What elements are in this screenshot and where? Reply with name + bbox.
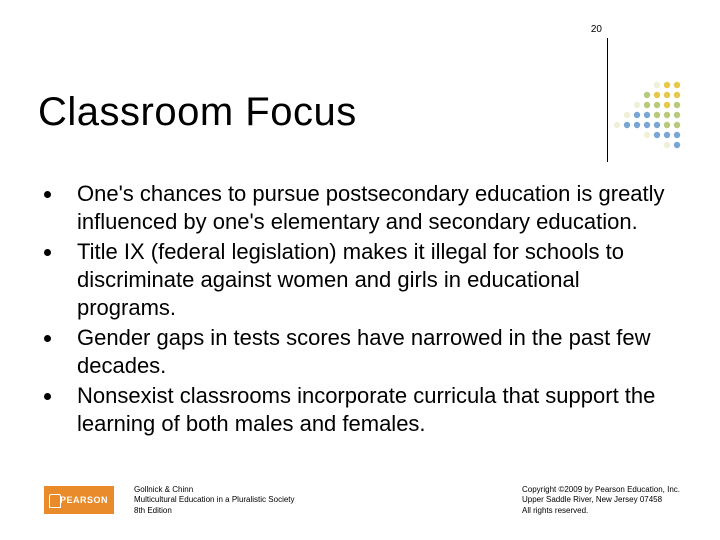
bullet-icon [44,191,51,198]
footer-copyright: Copyright ©2009 by Pearson Education, In… [522,485,680,516]
title-divider [607,38,608,162]
page-number: 20 [591,24,602,35]
copyright-address: Upper Saddle River, New Jersey 07458 [522,495,680,505]
book-edition: 8th Edition [134,506,295,516]
footer-book-info: Gollnick & Chinn Multicultural Education… [134,485,295,516]
corner-dots-decoration [612,80,686,154]
bullet-icon [44,249,51,256]
bullet-text: Gender gaps in tests scores have narrowe… [77,324,680,380]
list-item: Nonsexist classrooms incorporate curricu… [44,382,680,438]
slide-title: Classroom Focus [38,90,357,135]
book-title: Multicultural Education in a Pluralistic… [134,495,295,505]
footer-left: PEARSON Gollnick & Chinn Multicultural E… [44,485,295,516]
list-item: Title IX (federal legislation) makes it … [44,238,680,322]
bullet-text: Title IX (federal legislation) makes it … [77,238,680,322]
copyright-line: Copyright ©2009 by Pearson Education, In… [522,485,680,495]
book-authors: Gollnick & Chinn [134,485,295,495]
bullet-list: One's chances to pursue postsecondary ed… [44,180,680,437]
bullet-text: One's chances to pursue postsecondary ed… [77,180,680,236]
pearson-logo-text: PEARSON [60,495,108,505]
bullet-icon [44,393,51,400]
bullet-text: Nonsexist classrooms incorporate curricu… [77,382,680,438]
list-item: One's chances to pursue postsecondary ed… [44,180,680,236]
content-area: One's chances to pursue postsecondary ed… [44,180,680,439]
pearson-logo: PEARSON [44,486,114,514]
copyright-rights: All rights reserved. [522,506,680,516]
footer: PEARSON Gollnick & Chinn Multicultural E… [44,485,680,516]
bullet-icon [44,335,51,342]
list-item: Gender gaps in tests scores have narrowe… [44,324,680,380]
